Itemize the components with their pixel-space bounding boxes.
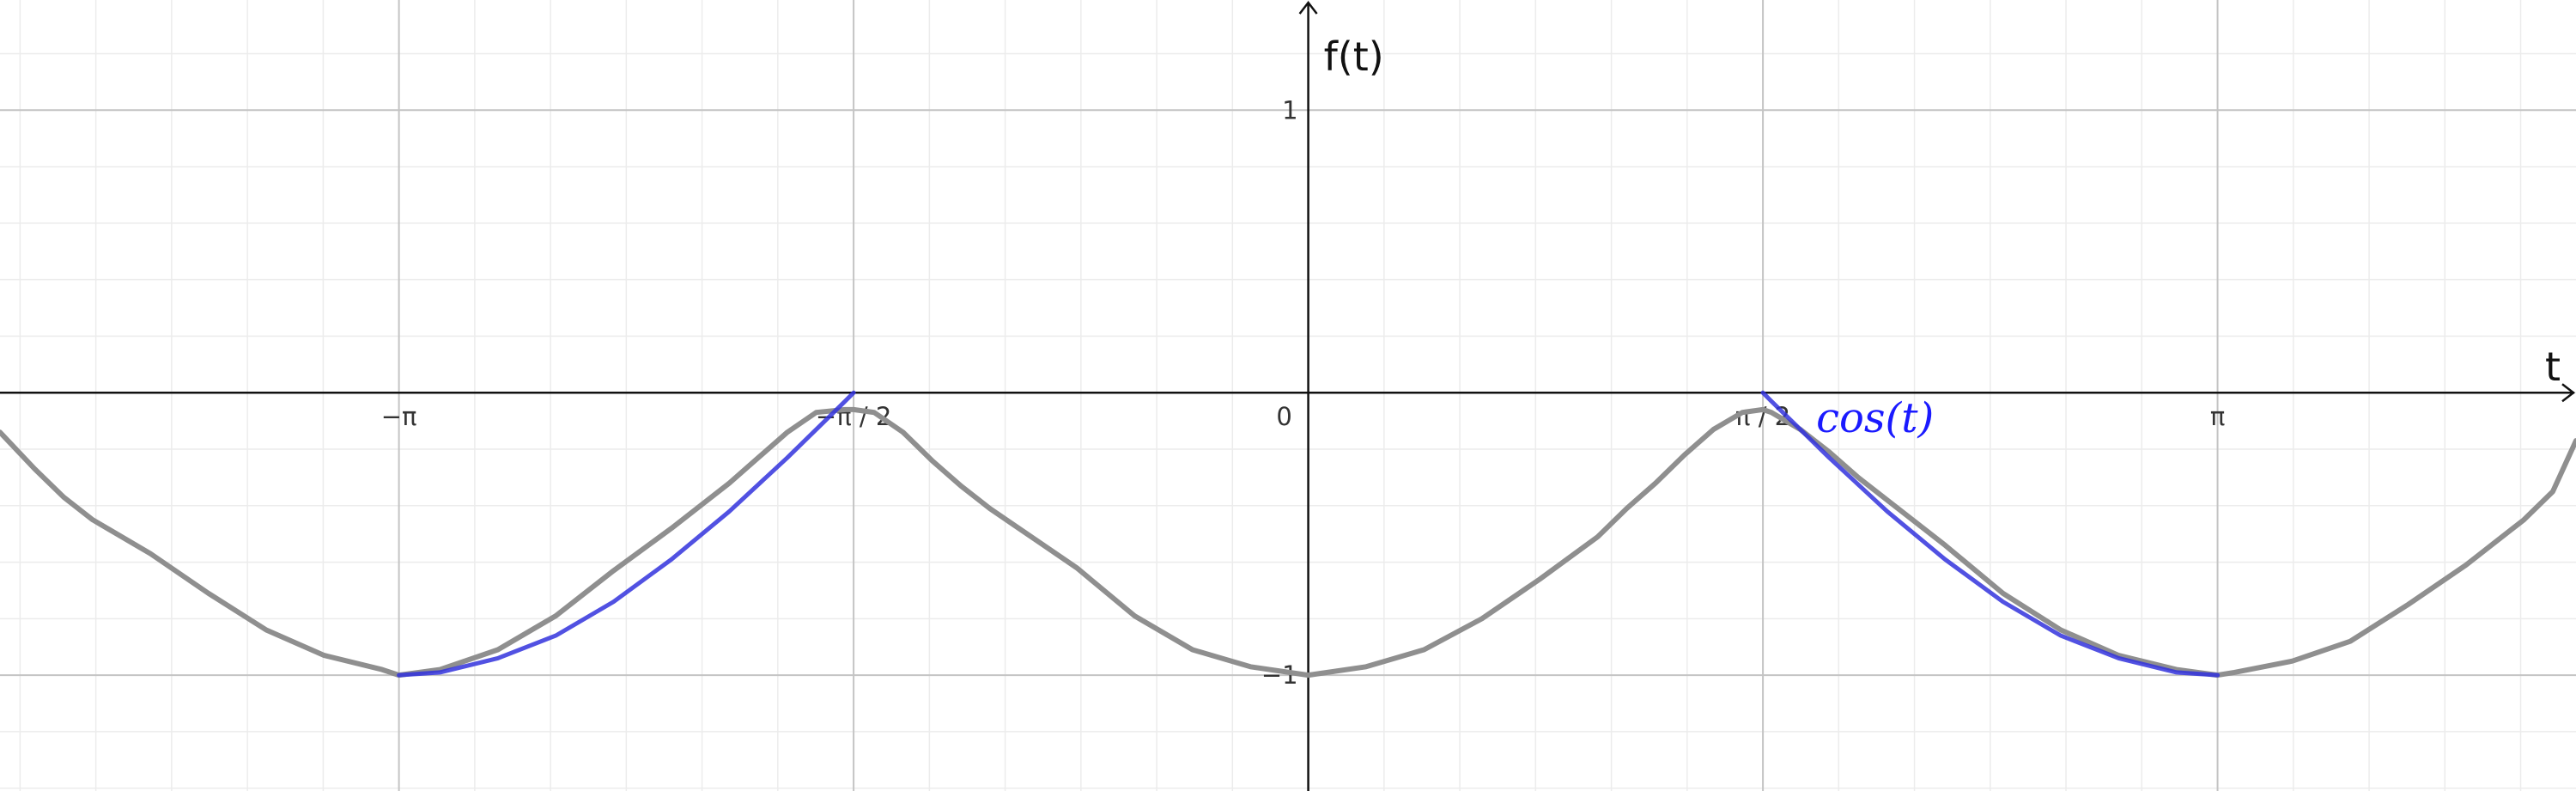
y-tick-label: 1: [1282, 95, 1297, 125]
x-tick-label: π: [2210, 402, 2225, 431]
series-label-cos: cos(t): [1816, 394, 1934, 442]
x-tick-label: −π: [381, 402, 417, 431]
y-axis-arrow: [1298, 0, 1318, 15]
series-line-cos: [1760, 390, 2221, 678]
x-axis-title: t: [2545, 344, 2561, 390]
y-axis-title: f(t): [1324, 33, 1384, 80]
origin-label: 0: [1276, 402, 1291, 431]
series-line-cos: [397, 390, 856, 678]
x-axis-arrow: [2561, 383, 2576, 403]
series-line-gray: [0, 406, 2576, 678]
series-lines: [0, 390, 2576, 678]
